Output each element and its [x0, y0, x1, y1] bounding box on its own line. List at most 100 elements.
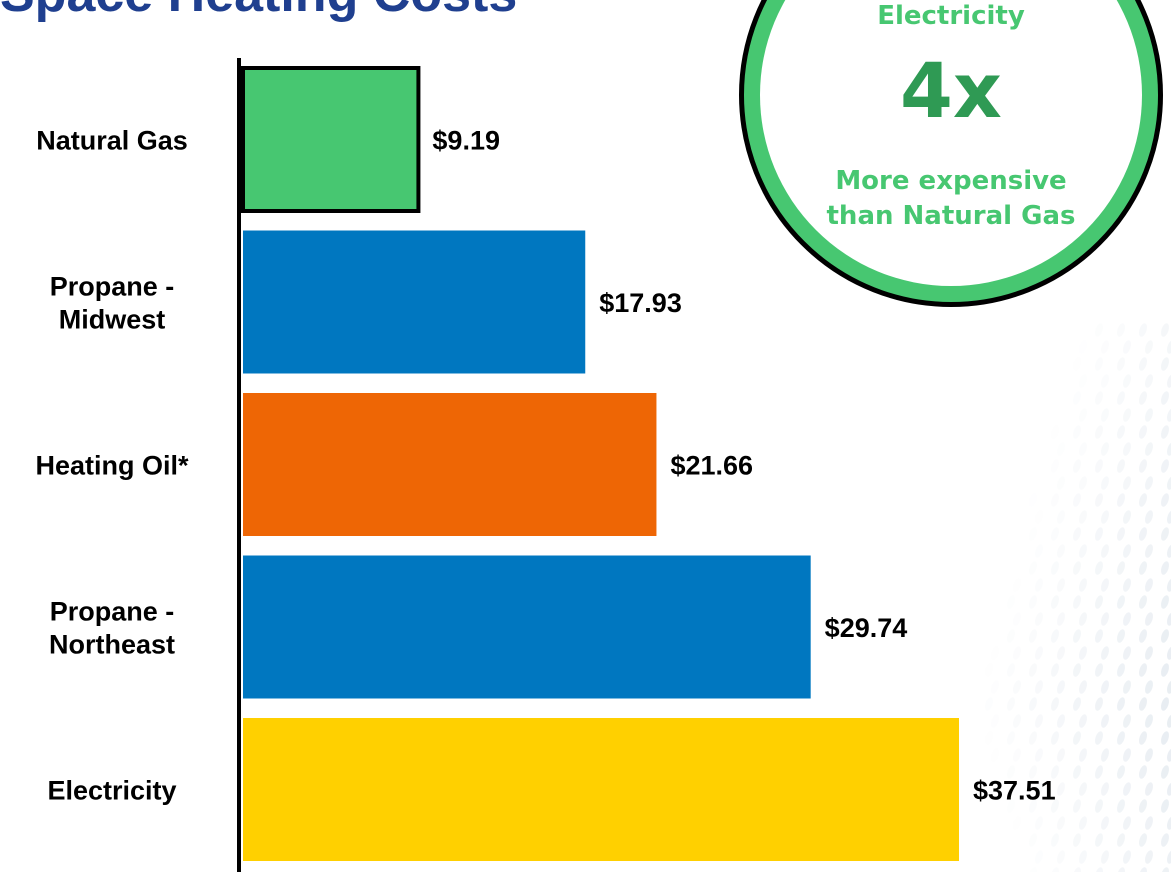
background-dot [991, 680, 999, 694]
category-label-line: Propane - [50, 597, 175, 627]
background-dot [1139, 799, 1147, 813]
background-dot [1051, 595, 1059, 609]
background-dot [1145, 510, 1153, 524]
background-dot [1117, 561, 1125, 575]
background-dot [1161, 425, 1169, 439]
background-dot [1095, 493, 1103, 507]
background-dot [1161, 867, 1169, 872]
background-dot [991, 748, 999, 762]
background-dot [1029, 765, 1037, 779]
background-dot [1035, 510, 1043, 524]
background-dot [1167, 544, 1171, 558]
callout-description-line1: More expensive [835, 166, 1067, 196]
background-dot [985, 663, 993, 677]
background-dot [1057, 714, 1065, 728]
background-dot [1117, 595, 1125, 609]
background-dot [1073, 391, 1081, 405]
background-dot [1073, 527, 1081, 541]
background-dot [1117, 697, 1125, 711]
background-dot [1057, 612, 1065, 626]
bar [243, 555, 811, 699]
background-dot [1035, 612, 1043, 626]
background-dot [1101, 680, 1109, 694]
background-dot [1145, 748, 1153, 762]
background-dot [1101, 544, 1109, 558]
background-dot [1117, 663, 1125, 677]
background-dot [1117, 391, 1125, 405]
background-dot [1095, 357, 1103, 371]
background-dot [1073, 629, 1081, 643]
background-dot [1073, 595, 1081, 609]
background-dot [1073, 561, 1081, 575]
background-dot [1123, 680, 1131, 694]
background-dot [1123, 544, 1131, 558]
background-dot [1145, 476, 1153, 490]
background-dot [1123, 408, 1131, 422]
background-dot [1167, 578, 1171, 592]
background-dot [1073, 663, 1081, 677]
background-dot [1051, 867, 1059, 872]
background-dot [1123, 374, 1131, 388]
background-dot [1095, 833, 1103, 847]
background-dot [1167, 646, 1171, 660]
background-dot [1095, 459, 1103, 473]
background-dot [1029, 799, 1037, 813]
background-dot [1145, 782, 1153, 796]
background-dot [1057, 782, 1065, 796]
background-dot [1029, 867, 1037, 872]
background-dot [1029, 629, 1037, 643]
background-dot [1051, 459, 1059, 473]
background-dot [1029, 561, 1037, 575]
background-dot [1095, 799, 1103, 813]
background-dot [1013, 714, 1021, 728]
background-dot [1161, 323, 1169, 337]
background-dot [1073, 459, 1081, 473]
background-dot [1139, 731, 1147, 745]
background-dot [1057, 578, 1065, 592]
background-dot [1123, 340, 1131, 354]
background-dot [1013, 782, 1021, 796]
background-dot [1029, 527, 1037, 541]
background-dot [1035, 748, 1043, 762]
background-dot [1123, 646, 1131, 660]
background-dot [1101, 748, 1109, 762]
background-dot [1079, 476, 1087, 490]
background-dot [1123, 510, 1131, 524]
background-dot [1167, 748, 1171, 762]
background-dot [1145, 850, 1153, 864]
background-dot [1013, 578, 1021, 592]
category-label: Heating Oil* [35, 451, 189, 481]
background-dot [1007, 799, 1015, 813]
bar-value-label: $9.19 [432, 126, 500, 156]
category-label-line: Electricity [47, 776, 176, 806]
background-dot [1123, 612, 1131, 626]
background-dot [1079, 680, 1087, 694]
background-dot [1007, 629, 1015, 643]
bar [243, 230, 586, 374]
background-dot [1139, 493, 1147, 507]
background-dot [1035, 782, 1043, 796]
background-dot [1139, 833, 1147, 847]
background-dot [1161, 731, 1169, 745]
bar-value-label: $37.51 [973, 776, 1056, 806]
background-dot [1079, 578, 1087, 592]
background-dot [1095, 867, 1103, 872]
comparison-callout: Electricity 4x More expensive than Natur… [760, 0, 1142, 286]
bars-layer [241, 66, 959, 861]
background-dot [1101, 816, 1109, 830]
background-dot [1117, 459, 1125, 473]
background-dot [1029, 731, 1037, 745]
background-dot [985, 697, 993, 711]
background-dot [1073, 765, 1081, 779]
background-dot [1051, 799, 1059, 813]
background-dot [985, 731, 993, 745]
background-dot [1079, 748, 1087, 762]
category-label: Electricity [47, 776, 176, 806]
background-dot [1167, 510, 1171, 524]
background-dot [1167, 374, 1171, 388]
background-dot [1095, 765, 1103, 779]
background-dot [1101, 612, 1109, 626]
